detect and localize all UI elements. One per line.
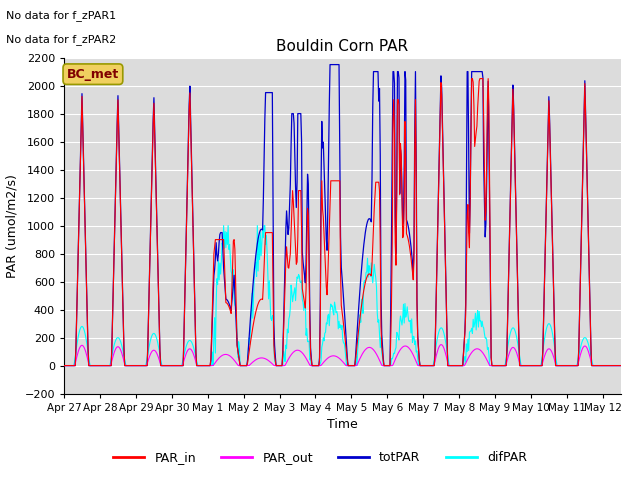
Title: Bouldin Corn PAR: Bouldin Corn PAR <box>276 39 408 54</box>
Y-axis label: PAR (umol/m2/s): PAR (umol/m2/s) <box>6 174 19 277</box>
Text: BC_met: BC_met <box>67 68 119 81</box>
Text: No data for f_zPAR1: No data for f_zPAR1 <box>6 10 116 21</box>
Text: No data for f_zPAR2: No data for f_zPAR2 <box>6 34 116 45</box>
X-axis label: Time: Time <box>327 418 358 431</box>
Legend: PAR_in, PAR_out, totPAR, difPAR: PAR_in, PAR_out, totPAR, difPAR <box>108 446 532 469</box>
